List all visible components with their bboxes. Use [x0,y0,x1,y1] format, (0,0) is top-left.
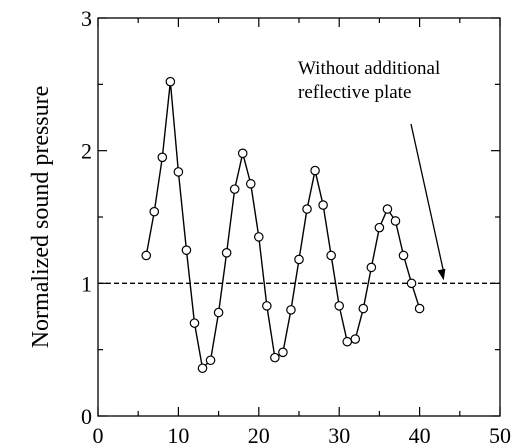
arrow-head [437,268,446,281]
data-point [270,352,280,363]
data-point [197,363,208,374]
data-point [294,254,304,265]
annotation-arrow [410,123,445,273]
data-point [221,248,232,258]
x-tick-label: 30 [328,423,350,448]
data-point [286,305,296,315]
data-point [326,250,336,261]
data-point [173,167,184,177]
y-axis-label: Normalized sound pressure [28,86,54,349]
data-point [189,318,200,328]
y-tick-label: 2 [81,139,92,164]
data-point [310,165,320,176]
data-point [262,301,272,311]
annotation-group: Without additional reflective plate [298,58,446,281]
data-point [278,347,288,358]
data-point [165,76,176,87]
x-tick-label: 10 [167,423,189,448]
data-point [334,301,344,311]
axes [97,17,501,417]
data-point [358,303,369,314]
data-point [157,152,168,163]
data-point [390,216,401,226]
data-point [318,200,328,210]
x-tick-label: 0 [93,423,104,448]
y-tick-label: 3 [81,6,92,31]
data-point [205,355,216,366]
data-point [253,232,264,242]
annotation-text: Without additional [298,58,440,79]
axis-labels: 0 10 20 30 40 50 0 1 2 3 Normalized sound pressure [28,6,511,448]
y-tick-label: 0 [81,404,92,429]
annotation-text: reflective plate [298,82,411,103]
data-point [382,204,393,214]
data-point [350,334,361,344]
data-point [366,262,377,273]
series-group [141,76,425,374]
data-point [302,204,312,214]
data-point [181,245,192,255]
x-tick-label: 50 [489,423,511,448]
data-point [414,303,425,314]
x-tick-label: 40 [409,423,431,448]
data-point [342,336,353,347]
data-point [149,206,160,217]
data-point [237,148,248,159]
data-point [141,250,152,261]
data-point [213,307,224,318]
data-point [374,222,385,233]
data-point [245,179,256,189]
x-tick-label: 20 [248,423,270,448]
data-point [229,184,240,194]
data-point [406,278,417,289]
y-tick-label: 1 [81,271,92,296]
data-point [398,250,409,261]
